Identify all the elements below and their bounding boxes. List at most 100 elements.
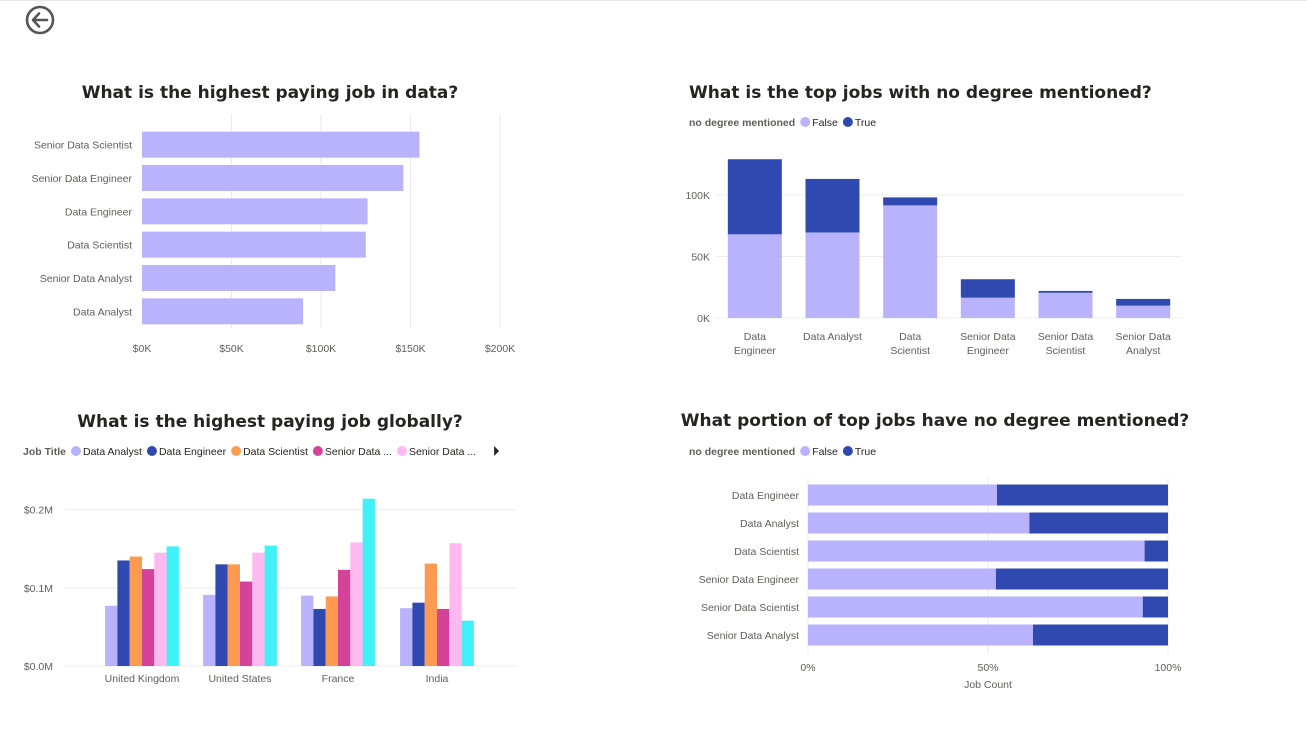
legend-title: Job Title — [23, 446, 66, 458]
x-category-label: Data Analyst — [803, 331, 862, 343]
y-category-label: Data Scientist — [734, 546, 799, 558]
legend-marker — [312, 446, 323, 456]
legend-entry: Senior Data ... — [325, 446, 392, 458]
bar-segment — [883, 205, 938, 318]
legend-entry: False — [812, 117, 838, 129]
bar-segment — [995, 568, 1168, 590]
bar — [203, 594, 216, 666]
y-category-label: Data Analyst — [740, 518, 799, 530]
bar-segment — [808, 596, 1143, 618]
y-category-label: Senior Data Analyst — [40, 273, 132, 285]
bar-segment — [883, 197, 938, 206]
bar-segment — [997, 484, 1168, 506]
y-tick-label: 100K — [685, 190, 710, 202]
back-button[interactable] — [24, 4, 56, 36]
y-category-label: Senior Data Scientist — [701, 602, 799, 614]
x-category-label: Data — [744, 331, 766, 343]
legend-title: no degree mentioned — [689, 117, 795, 129]
y-category-label: Senior Data Analyst — [707, 630, 799, 642]
bar-segment — [960, 279, 1015, 298]
bar — [154, 552, 167, 666]
bar-segment — [808, 540, 1145, 562]
bar — [227, 564, 240, 666]
y-category-label: Senior Data Scientist — [34, 140, 132, 152]
legend-entry: True — [855, 446, 876, 458]
x-tick-label: $50K — [219, 343, 244, 355]
bar-segment — [805, 178, 860, 233]
x-tick-label: $200K — [485, 343, 515, 355]
legend-marker — [146, 446, 157, 456]
chart-title: What portion of top jobs have no degree … — [681, 411, 1190, 431]
legend-title: no degree mentioned — [689, 446, 795, 458]
x-tick-label: $100K — [306, 343, 336, 355]
x-category-label: Senior Data — [960, 331, 1016, 343]
back-arrow-icon — [25, 5, 55, 35]
bar-segment — [1029, 512, 1168, 534]
y-tick-label: 50K — [691, 251, 710, 263]
bar — [362, 498, 375, 666]
bar-segment — [1144, 540, 1168, 562]
legend-scroll-right-icon — [494, 446, 500, 456]
legend-marker — [842, 446, 853, 456]
bar-segment — [805, 232, 860, 318]
x-category-label: India — [426, 673, 449, 685]
x-tick-label: $0K — [133, 343, 152, 355]
bar — [461, 620, 474, 666]
legend-entry: Data Analyst — [83, 446, 142, 458]
x-category-label: United Kingdom — [105, 673, 180, 685]
bar — [142, 265, 336, 291]
y-tick-label: $0.0M — [24, 661, 53, 673]
bar — [313, 608, 326, 666]
chart-title: What is the highest paying job globally? — [77, 412, 463, 432]
legend-entry: True — [855, 117, 876, 129]
bar — [142, 231, 366, 258]
bar — [166, 546, 179, 666]
bar — [400, 608, 413, 666]
bar — [142, 131, 420, 158]
bar — [142, 198, 368, 225]
x-category-label: United States — [208, 673, 271, 685]
bar-segment — [727, 234, 782, 318]
x-category-label: Engineer — [967, 345, 1010, 357]
bar — [240, 581, 253, 666]
bar-segment — [808, 484, 997, 506]
x-category-label: France — [322, 673, 355, 685]
no-degree-jobs-chart: What is the top jobs with no degree ment… — [685, 83, 1182, 357]
highest-paying-job-chart: What is the highest paying job in data? $… — [32, 83, 516, 355]
chart-title: What is the top jobs with no degree ment… — [689, 83, 1152, 103]
chart-title: What is the highest paying job in data? — [82, 83, 459, 103]
x-category-label: Scientist — [1046, 345, 1086, 357]
x-category-label: Scientist — [890, 345, 930, 357]
bar-segment — [808, 568, 996, 590]
highest-paying-job-globally-chart: What is the highest paying job globally?… — [23, 412, 516, 685]
legend-entry: Data Engineer — [159, 446, 227, 458]
x-tick-label: 100% — [1155, 662, 1182, 674]
x-tick-label: $150K — [395, 343, 425, 355]
bar-segment — [808, 512, 1030, 534]
legend-entry: Senior Data ... — [409, 446, 476, 458]
x-axis-title: Job Count — [964, 679, 1012, 691]
bar — [437, 608, 450, 666]
legend-entry: Data Scientist — [243, 446, 308, 458]
y-category-label: Data Engineer — [732, 490, 800, 502]
bar — [412, 602, 425, 666]
bar-segment — [1038, 292, 1093, 318]
bar — [301, 595, 314, 666]
y-tick-label: $0.2M — [24, 505, 53, 517]
y-category-label: Senior Data Engineer — [32, 173, 133, 185]
x-category-label: Engineer — [734, 345, 777, 357]
x-tick-label: 50% — [977, 662, 998, 674]
bar — [105, 605, 118, 666]
bar-segment — [960, 297, 1015, 318]
bar — [142, 298, 304, 325]
legend-entry: False — [812, 446, 838, 458]
bar-segment — [808, 624, 1033, 646]
y-category-label: Senior Data Engineer — [699, 574, 800, 586]
legend-marker — [70, 446, 81, 456]
legend-marker — [396, 446, 407, 456]
top-divider — [0, 0, 1307, 1]
x-category-label: Senior Data — [1115, 331, 1171, 343]
y-category-label: Data Scientist — [67, 240, 132, 252]
bar-segment — [1116, 298, 1171, 306]
bar — [117, 560, 130, 666]
